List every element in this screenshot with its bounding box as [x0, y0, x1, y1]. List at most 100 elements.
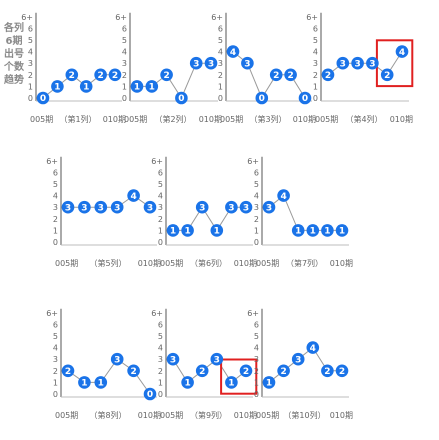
x-label-end: 010期: [293, 115, 316, 124]
data-label: 2: [287, 71, 293, 81]
y-tick-label: 3: [122, 59, 127, 68]
data-point: [143, 200, 157, 214]
data-point: [306, 224, 320, 237]
x-label-start: 005期: [160, 411, 183, 420]
y-tick-label: 1: [218, 82, 223, 91]
y-tick-label: 0: [53, 238, 58, 247]
y-tick-label: 1: [53, 378, 58, 387]
data-point: [181, 376, 194, 389]
data-point: [321, 224, 334, 237]
data-point: [127, 189, 140, 202]
data-point: [335, 364, 349, 378]
data-label: 3: [98, 203, 104, 213]
data-point: [166, 352, 180, 366]
y-tick-label: 1: [158, 226, 163, 235]
data-label: 4: [230, 48, 236, 58]
data-label: 1: [228, 379, 234, 389]
y-tick-label: 3: [254, 355, 259, 364]
y-tick-label: 6+: [46, 157, 58, 166]
y-tick-label: 1: [122, 82, 127, 91]
data-point: [239, 364, 253, 378]
data-point: [351, 56, 364, 70]
y-tick-label: 1: [53, 226, 58, 235]
data-point: [335, 224, 349, 237]
data-label: 2: [65, 367, 71, 377]
data-label: 3: [147, 203, 153, 213]
data-label: 0: [302, 94, 308, 104]
data-point: [380, 68, 394, 82]
x-label-start: 005期: [256, 259, 279, 268]
highlight-box: [220, 358, 258, 395]
x-label-column: （第3列）: [249, 114, 286, 124]
data-label: 1: [266, 379, 272, 389]
data-point: [110, 352, 124, 366]
data-label: 2: [324, 367, 330, 377]
data-point: [195, 364, 209, 378]
y-tick-label: 6+: [211, 13, 223, 22]
data-point: [366, 56, 379, 70]
x-label-start: 005期: [30, 115, 53, 124]
data-point: [291, 352, 305, 366]
data-label: 4: [280, 192, 286, 202]
x-label-column: （第2列）: [154, 114, 191, 124]
data-label: 4: [399, 48, 405, 58]
y-tick-label: 4: [218, 48, 223, 57]
data-label: 4: [130, 192, 136, 202]
data-label: 1: [83, 83, 89, 93]
data-point: [36, 91, 50, 105]
data-point: [225, 200, 238, 214]
x-label-end: 010期: [199, 115, 222, 124]
y-tick-label: 3: [218, 59, 223, 68]
data-point: [130, 80, 144, 93]
x-label-start: 005期: [315, 115, 338, 124]
y-tick-label: 6+: [151, 157, 163, 166]
data-point: [262, 200, 276, 214]
data-label: 1: [170, 227, 176, 237]
x-label-column: （第10列）: [283, 410, 325, 420]
data-label: 3: [208, 59, 214, 69]
data-label: 3: [295, 355, 301, 365]
data-label: 3: [354, 59, 360, 69]
y-tick-label: 2: [254, 215, 259, 224]
data-label: 1: [184, 227, 190, 237]
data-label: 0: [40, 94, 46, 104]
y-tick-label: 6+: [151, 309, 163, 318]
x-label-column: （第4列）: [345, 114, 382, 124]
data-label: 4: [310, 344, 316, 354]
data-point: [65, 68, 79, 82]
data-label: 0: [259, 94, 265, 104]
x-label-start: 005期: [124, 115, 147, 124]
data-point: [94, 68, 107, 82]
data-label: 1: [295, 227, 301, 237]
data-label: 3: [81, 203, 87, 213]
data-point: [127, 364, 140, 378]
data-point: [298, 91, 312, 105]
data-point: [108, 68, 122, 82]
y-tick-label: 2: [122, 71, 127, 80]
y-tick-label: 5: [158, 180, 163, 189]
x-label-start: 005期: [160, 259, 183, 268]
y-tick-label: 5: [254, 180, 259, 189]
y-tick-label: 6: [218, 24, 223, 33]
data-label: 3: [170, 355, 176, 365]
y-tick-label: 6: [53, 320, 58, 329]
y-tick-label: 6: [158, 168, 163, 177]
data-label: 1: [324, 227, 330, 237]
x-label-column: （第9列）: [190, 410, 227, 420]
data-point: [181, 224, 194, 237]
data-point: [321, 68, 335, 82]
y-tick-label: 3: [53, 355, 58, 364]
y-tick-label: 2: [158, 215, 163, 224]
y-tick-label: 6: [254, 168, 259, 177]
y-tick-label: 6+: [21, 13, 33, 22]
y-tick-label: 2: [218, 71, 223, 80]
data-label: 3: [244, 59, 250, 69]
side-label: 各列6期出号个数趋势: [4, 23, 24, 86]
data-label: 2: [280, 367, 286, 377]
x-label-end: 010期: [330, 259, 353, 268]
